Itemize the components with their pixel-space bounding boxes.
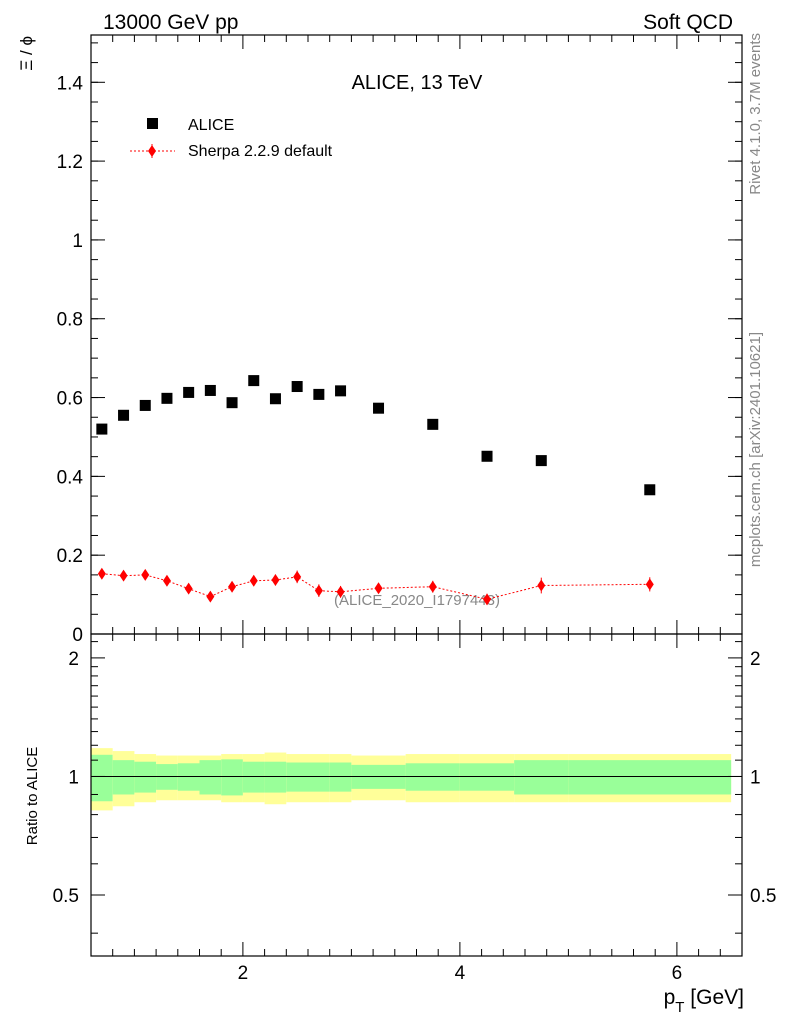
y-tick-label: 0.2: [57, 546, 83, 567]
alice-point: [313, 388, 325, 400]
sherpa-point: [537, 579, 546, 592]
ratio-band-inner: [264, 761, 287, 793]
ratio-band-inner: [112, 760, 135, 795]
alice-point: [335, 385, 347, 397]
ratio-band-inner: [221, 759, 243, 796]
alice-point: [118, 409, 130, 421]
legend-label-sherpa: Sherpa 2.2.9 default: [188, 143, 333, 160]
ratio-band-inner: [242, 761, 265, 793]
y-tick-label: 1.4: [57, 73, 84, 94]
legend: ALICE Sherpa 2.2.9 default: [130, 117, 333, 160]
y-tick-label: 1.2: [57, 152, 83, 173]
sherpa-point: [336, 585, 345, 598]
ratio-band-inner: [91, 754, 113, 802]
legend-label-alice: ALICE: [188, 117, 234, 134]
sherpa-point: [428, 580, 437, 593]
header-right-label: Soft QCD: [643, 11, 733, 34]
sherpa-point: [271, 574, 280, 587]
side-label-rivet: Rivet 4.1.0, 3.7M events: [747, 33, 764, 195]
sherpa-point: [293, 570, 302, 583]
main-axis-ticks: 0 0.2 0.4 0.6 0.8 1 1.2 1.4: [57, 35, 743, 646]
ratio-band-inner: [514, 760, 569, 795]
alice-point: [161, 392, 173, 404]
ratio-tick-label: 1: [68, 767, 79, 788]
ratio-band-inner: [199, 760, 222, 795]
ratio-tick-label-right: 2: [750, 649, 761, 670]
ratio-band-inner: [308, 762, 330, 792]
sherpa-point: [141, 568, 150, 581]
y-axis-label: Ξ / ϕ: [17, 36, 36, 71]
x-tick-label: 2: [238, 963, 249, 984]
alice-point: [139, 399, 151, 411]
legend-marker-alice: [147, 118, 158, 129]
ratio-band-inner: [568, 760, 732, 795]
y-tick-label: 0.8: [57, 310, 83, 331]
header-left-label: 13000 GeV pp: [103, 11, 238, 34]
sherpa-point: [374, 582, 383, 595]
x-tick-label: 6: [672, 963, 683, 984]
x-axis-label: pT [GeV]: [664, 986, 744, 1016]
sherpa-point: [162, 574, 171, 587]
alice-point: [481, 450, 493, 462]
sherpa-point: [206, 590, 215, 603]
ratio-tick-label-right: 0.5: [750, 886, 776, 907]
alice-point: [535, 455, 547, 467]
sherpa-point: [249, 574, 258, 587]
plot-title: ALICE, 13 TeV: [352, 72, 483, 94]
alice-point: [427, 418, 439, 430]
x-axis-label-sub: T: [675, 999, 684, 1016]
alice-point: [204, 384, 216, 396]
y-tick-label: 1: [72, 231, 83, 252]
alice-point: [291, 381, 303, 393]
sherpa-point: [228, 580, 237, 593]
x-axis-label-unit: [GeV]: [684, 986, 744, 1009]
y-tick-label: 0.4: [57, 467, 84, 488]
x-tick-label: 4: [455, 963, 466, 984]
ratio-frame: [90, 633, 743, 957]
x-axis-label-main: p: [664, 986, 676, 1009]
alice-point: [226, 397, 238, 409]
ratio-tick-label: 2: [68, 649, 79, 670]
ratio-axis-ticks: 0.5 0.5 1 1 2 2 2 4 6: [53, 634, 776, 984]
alice-point: [373, 402, 385, 414]
alice-point: [183, 386, 195, 398]
ratio-band-inner: [405, 763, 460, 791]
sherpa-point: [119, 569, 128, 582]
legend-marker-sherpa: [148, 145, 156, 157]
alice-point: [269, 393, 281, 405]
alice-point: [248, 375, 260, 387]
ratio-panel: 0.5 0.5 1 1 2 2 2 4 6 Ratio to ALICE: [24, 633, 776, 984]
alice-point: [96, 423, 108, 435]
side-label-mcplots: mcplots.cern.ch [arXiv:2401.10621]: [747, 332, 764, 567]
sherpa-point: [483, 593, 492, 606]
ratio-band-inner: [134, 761, 157, 793]
ratio-band-inner: [459, 763, 515, 791]
ratio-tick-label-right: 1: [750, 767, 761, 788]
y-tick-label: 0.6: [57, 389, 83, 410]
ratio-band-inner: [329, 762, 352, 792]
sherpa-point: [184, 582, 193, 595]
ratio-band-inner: [177, 763, 200, 791]
sherpa-point: [314, 584, 323, 597]
ratio-tick-label: 0.5: [53, 886, 79, 907]
sherpa-point: [645, 578, 654, 591]
main-panel: 0 0.2 0.4 0.6 0.8 1 1.2 1.4 ALICE, 13 TeV (ALIC…: [17, 34, 743, 646]
y-tick-label: 0: [72, 625, 83, 646]
ratio-y-axis-label: Ratio to ALICE: [24, 747, 41, 845]
ratio-band-inner: [286, 762, 308, 792]
watermark-label: (ALICE_2020_I1797443): [334, 592, 500, 609]
sherpa-point: [97, 567, 106, 580]
alice-point: [644, 484, 656, 496]
